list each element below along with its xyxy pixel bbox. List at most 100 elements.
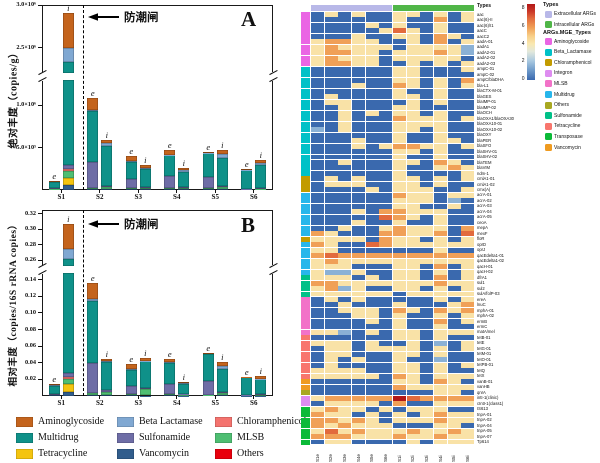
heatmap-row-annotation <box>301 269 310 275</box>
heatmap-cell <box>420 258 434 264</box>
heatmap-cell <box>420 66 434 72</box>
heatmap-cell <box>379 176 393 182</box>
heatmap-cell <box>324 72 338 78</box>
heatmap-cell <box>379 258 393 264</box>
bar-segment-mlsb <box>178 187 190 190</box>
heatmap-cell <box>420 346 434 352</box>
heatmap-row-annotation <box>301 110 310 116</box>
heatmap-cell <box>365 247 379 253</box>
heatmap-row-annotation <box>301 412 310 418</box>
heatmap-cell <box>461 351 475 357</box>
heatmap-cell <box>379 280 393 286</box>
heatmap-row-annotation <box>301 154 310 160</box>
heatmap-row-label: tnpA-02 <box>477 417 492 423</box>
heatmap-cell <box>338 121 352 127</box>
bar-segment-mlsb <box>255 394 267 396</box>
x-axis-tick <box>137 190 139 193</box>
bar-segment-vancomycin <box>216 395 228 396</box>
heatmap-cell <box>352 105 365 111</box>
heatmap-cell <box>447 247 461 253</box>
heatmap-cell <box>365 264 379 270</box>
heatmap-cell <box>352 99 365 105</box>
heatmap-cell <box>365 297 379 302</box>
heatmap-cell <box>379 291 393 297</box>
heatmap-cell <box>447 231 461 237</box>
heatmap-cell <box>420 28 434 34</box>
heatmap-row-label: aacC2 <box>477 33 490 39</box>
heatmap-cell <box>447 351 461 357</box>
heatmap-cell <box>324 357 338 363</box>
heatmap-cell <box>420 253 434 259</box>
heatmap-cell <box>447 401 461 407</box>
heatmap-cell <box>379 275 393 281</box>
heatmap-cell <box>324 417 338 423</box>
bar-fraction-label: i <box>182 158 185 169</box>
x-axis-tick <box>253 396 255 399</box>
heatmap-cell <box>352 116 365 122</box>
heatmap-cell <box>352 297 365 302</box>
heatmap-cell <box>338 198 352 204</box>
heatmap-cell <box>393 423 406 429</box>
heatmap-row-label: sul2 <box>477 285 485 291</box>
heatmap-cell <box>434 335 447 341</box>
bar-segment-vancomycin <box>48 189 60 190</box>
heatmap-cell <box>379 203 393 209</box>
heatmap-cell <box>311 159 324 165</box>
heatmap-cell <box>461 434 475 439</box>
axis-tick-label: 2.5×10⁶ <box>16 43 36 51</box>
heatmap-cell <box>447 214 461 220</box>
types-legend-title: Types <box>543 2 559 8</box>
heatmap-cell <box>461 28 475 34</box>
heatmap-cell <box>365 291 379 297</box>
heatmap-cell <box>447 297 461 302</box>
heatmap-cell <box>338 127 352 133</box>
heatmap-cell <box>461 275 475 281</box>
axis-break-gap <box>271 265 275 274</box>
heatmap-cell <box>447 149 461 154</box>
heatmap-row-annotation <box>301 181 310 187</box>
heatmap-cell <box>393 33 406 39</box>
heatmap-row-label: ceoA <box>477 219 487 225</box>
heatmap-cell <box>393 231 406 237</box>
bar-segment-vancomycin <box>139 395 151 397</box>
heatmap-cell <box>406 187 420 193</box>
heatmap-cell <box>447 335 461 341</box>
axis-tick <box>38 312 42 314</box>
heatmap-cell <box>311 264 324 270</box>
heatmap-cell <box>311 198 324 204</box>
heatmap-cell <box>324 434 338 439</box>
legend-label: Sulfonamide <box>139 432 191 443</box>
heatmap-cell <box>434 297 447 302</box>
heatmap-cell <box>434 417 447 423</box>
heatmap-cell <box>379 395 393 401</box>
heatmap-cell <box>447 44 461 50</box>
heatmap-cell <box>393 412 406 418</box>
bar-segment-multidrug <box>202 353 214 382</box>
bar-segment-aminoglycoside <box>216 149 228 155</box>
bar-segment-mlsb <box>202 188 214 190</box>
heatmap-cell <box>461 286 475 292</box>
heatmap-cell <box>420 242 434 248</box>
heatmap-row-annotation <box>301 28 310 34</box>
heatmap-cell <box>447 181 461 187</box>
heatmap-cell <box>434 170 447 176</box>
bar-segment-beta-lactamase <box>255 163 267 166</box>
heatmap-cell <box>434 187 447 193</box>
heatmap-row-annotation <box>301 138 310 144</box>
bar-segment-beta-lactamase <box>101 361 113 363</box>
x-axis-tick <box>60 396 62 399</box>
heatmap-cell <box>338 297 352 302</box>
heatmap-row-annotation <box>301 258 310 264</box>
axis-tick <box>38 244 42 246</box>
heatmap-cell <box>461 401 475 407</box>
heatmap-cell <box>352 181 365 187</box>
heatmap-cell <box>324 88 338 94</box>
heatmap-cell <box>447 154 461 160</box>
bar-segment-sulfonamide <box>241 394 253 396</box>
heatmap-cell <box>420 401 434 407</box>
heatmap-row-annotation <box>301 423 310 429</box>
axis-tick-label: 0.14 <box>24 275 36 283</box>
heatmap-cell <box>447 406 461 412</box>
bar-fraction-label: e <box>52 171 57 182</box>
heatmap-cell <box>311 253 324 259</box>
